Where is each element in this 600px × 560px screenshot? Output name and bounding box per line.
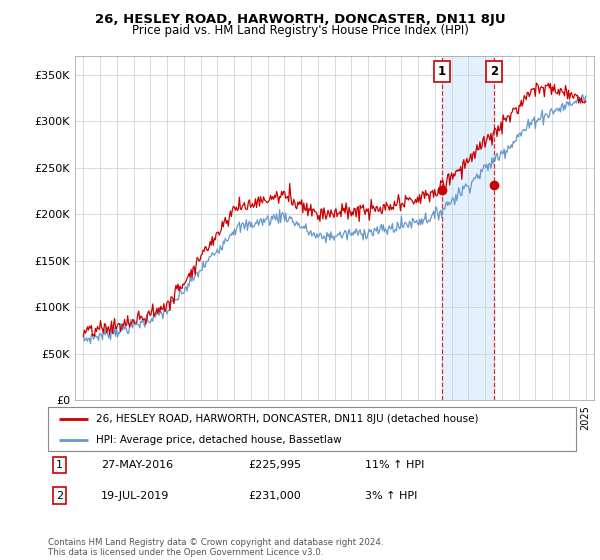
Text: Contains HM Land Registry data © Crown copyright and database right 2024.
This d: Contains HM Land Registry data © Crown c…: [48, 538, 383, 557]
FancyBboxPatch shape: [48, 407, 576, 451]
Text: 19-JUL-2019: 19-JUL-2019: [101, 491, 169, 501]
Text: 11% ↑ HPI: 11% ↑ HPI: [365, 460, 424, 470]
Text: Price paid vs. HM Land Registry's House Price Index (HPI): Price paid vs. HM Land Registry's House …: [131, 24, 469, 37]
Text: 2: 2: [56, 491, 63, 501]
Text: 1: 1: [438, 65, 446, 78]
Text: HPI: Average price, detached house, Bassetlaw: HPI: Average price, detached house, Bass…: [95, 435, 341, 445]
Text: 26, HESLEY ROAD, HARWORTH, DONCASTER, DN11 8JU: 26, HESLEY ROAD, HARWORTH, DONCASTER, DN…: [95, 13, 505, 26]
Text: £231,000: £231,000: [248, 491, 301, 501]
Text: 27-MAY-2016: 27-MAY-2016: [101, 460, 173, 470]
Bar: [442, 56, 494, 400]
Text: 3% ↑ HPI: 3% ↑ HPI: [365, 491, 417, 501]
Text: 1: 1: [56, 460, 63, 470]
Text: £225,995: £225,995: [248, 460, 302, 470]
Text: 26, HESLEY ROAD, HARWORTH, DONCASTER, DN11 8JU (detached house): 26, HESLEY ROAD, HARWORTH, DONCASTER, DN…: [95, 414, 478, 424]
Text: 2: 2: [490, 65, 498, 78]
